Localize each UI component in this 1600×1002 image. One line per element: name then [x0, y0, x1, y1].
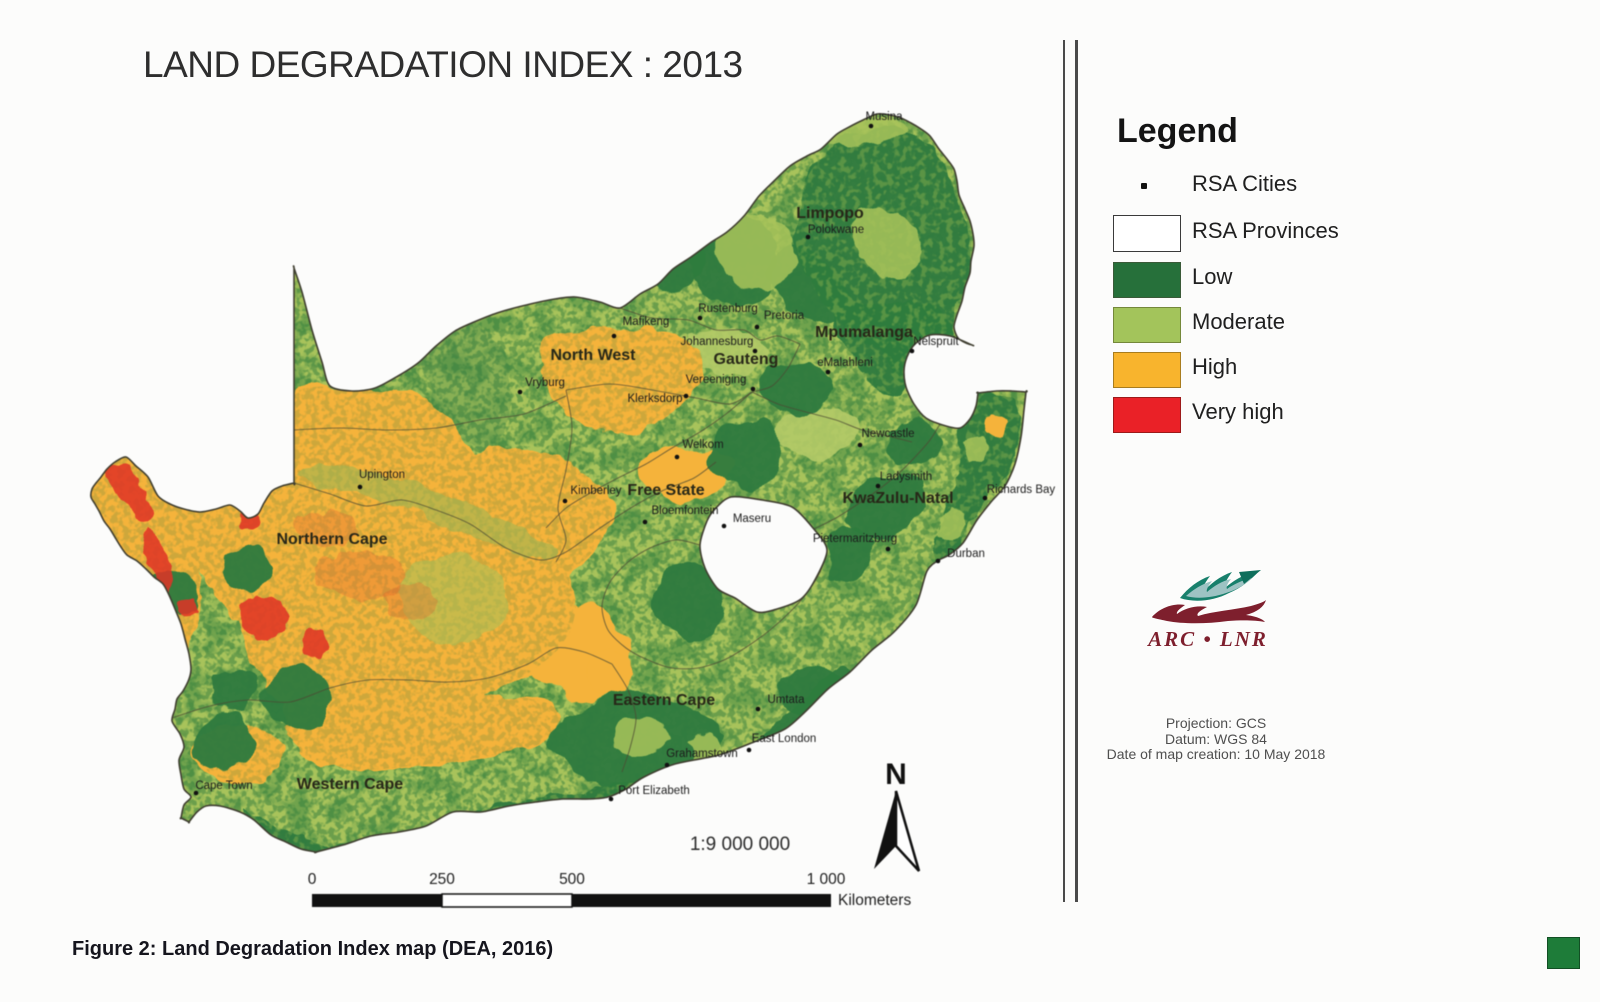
svg-text:Vryburg: Vryburg — [525, 377, 565, 389]
svg-text:Pietermaritzburg: Pietermaritzburg — [813, 533, 897, 545]
svg-text:Richards Bay: Richards Bay — [987, 484, 1056, 496]
svg-text:Eastern Cape: Eastern Cape — [613, 692, 715, 709]
svg-text:Cape Town: Cape Town — [195, 780, 252, 792]
svg-text:Vereeniging: Vereeniging — [686, 374, 747, 386]
svg-text:1 000: 1 000 — [807, 871, 846, 888]
svg-text:Port Elizabeth: Port Elizabeth — [618, 785, 690, 797]
svg-text:Klerksdorp: Klerksdorp — [628, 393, 683, 405]
svg-text:Gauteng: Gauteng — [714, 351, 779, 368]
svg-text:Upington: Upington — [359, 469, 405, 481]
svg-text:Pretoria: Pretoria — [764, 310, 805, 322]
svg-text:Durban: Durban — [947, 548, 985, 560]
svg-text:Western Cape: Western Cape — [297, 776, 404, 793]
svg-text:250: 250 — [429, 871, 455, 888]
svg-text:Nelspruit: Nelspruit — [913, 336, 959, 348]
svg-text:Rustenburg: Rustenburg — [698, 303, 757, 315]
svg-text:Maseru: Maseru — [733, 513, 771, 525]
svg-text:N: N — [885, 758, 907, 791]
svg-text:Polokwane: Polokwane — [808, 224, 864, 236]
svg-text:0: 0 — [308, 871, 317, 888]
svg-text:500: 500 — [559, 871, 585, 888]
svg-text:Newcastle: Newcastle — [861, 428, 914, 440]
svg-text:Free State: Free State — [627, 482, 704, 499]
svg-text:North West: North West — [550, 347, 636, 364]
svg-text:Welkom: Welkom — [682, 439, 723, 451]
svg-text:1:9 000 000: 1:9 000 000 — [690, 834, 790, 855]
svg-text:eMalahleni: eMalahleni — [817, 357, 873, 369]
svg-text:Bloemfontein: Bloemfontein — [651, 505, 718, 517]
svg-text:Musina: Musina — [865, 111, 903, 123]
svg-text:Johannesburg: Johannesburg — [681, 336, 754, 348]
svg-text:Kimberley: Kimberley — [570, 485, 621, 497]
svg-text:Ladysmith: Ladysmith — [880, 471, 932, 483]
svg-text:KwaZulu-Natal: KwaZulu-Natal — [842, 490, 953, 507]
svg-text:Limpopo: Limpopo — [796, 205, 864, 222]
svg-text:Mpumalanga: Mpumalanga — [815, 324, 913, 341]
svg-text:Mafikeng: Mafikeng — [623, 316, 670, 328]
svg-text:Kilometers: Kilometers — [838, 892, 911, 909]
svg-text:ARC • LNR: ARC • LNR — [1146, 627, 1268, 651]
svg-text:Northern Cape: Northern Cape — [276, 531, 387, 548]
svg-text:East London: East London — [752, 733, 817, 745]
svg-text:Grahamstown: Grahamstown — [666, 748, 738, 760]
svg-text:Umtata: Umtata — [767, 694, 805, 706]
